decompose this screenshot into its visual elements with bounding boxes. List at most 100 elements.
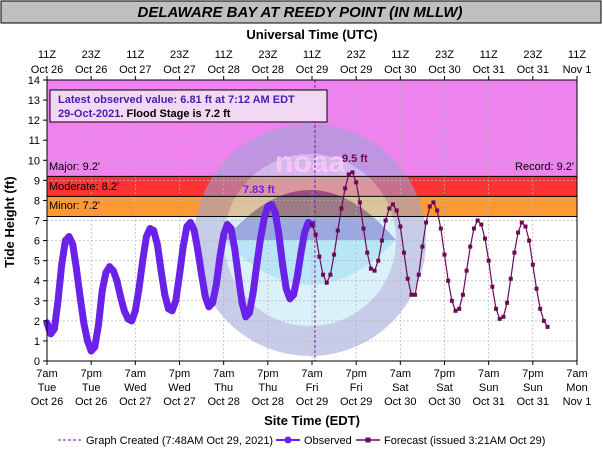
observed-point: [73, 265, 80, 273]
observed-point: [290, 291, 297, 299]
forecast-point: [313, 232, 318, 237]
forecast-point: [332, 252, 337, 257]
observed-point: [154, 241, 161, 248]
observed-point: [168, 307, 176, 315]
top-tick-label-time: 23Z: [170, 49, 189, 61]
forecast-point: [457, 306, 462, 311]
forecast-point: [398, 224, 403, 229]
bottom-tick-label: 7pm: [80, 368, 101, 380]
y-tick-label: 11: [29, 135, 40, 147]
bottom-tick-label: 7am: [36, 368, 57, 380]
grid: [46, 79, 578, 362]
observed-point: [102, 269, 110, 277]
bottom-tick-label: Tue: [38, 382, 57, 394]
observed-point: [176, 271, 183, 279]
info-flood-stage-text: . Flood Stage is 7.2 ft: [120, 108, 230, 120]
bottom-tick-label: 7am: [213, 368, 234, 380]
observed-point: [234, 273, 242, 281]
bottom-tick-label: 7pm: [169, 368, 190, 380]
observed-point: [209, 299, 217, 307]
y-tick-label: 1: [34, 336, 40, 348]
y-tick-label: 5: [34, 256, 40, 268]
forecast-point: [449, 298, 454, 303]
forecast-point: [482, 236, 487, 241]
forecast-point: [354, 180, 359, 185]
major-stage-label: Major: 9.2': [49, 161, 100, 173]
top-tick-label-time: 11Z: [126, 49, 144, 61]
observed-point: [301, 229, 309, 236]
observed-peak-label: 7.83 ft: [243, 184, 275, 196]
stage-lines: [47, 175, 577, 217]
forecast-point: [365, 250, 370, 255]
bottom-tick-label: 7pm: [257, 368, 278, 380]
forecast-point: [453, 308, 458, 313]
observed-point: [201, 293, 209, 301]
observed-point: [50, 325, 58, 333]
observed-point: [216, 253, 224, 261]
forecast-point: [324, 280, 329, 285]
bottom-tick-label: Mon: [566, 382, 587, 394]
bottom-tick-label: Oct 29: [296, 396, 328, 408]
top-tick-label-time: 11Z: [303, 49, 321, 61]
forecast-point: [435, 208, 440, 213]
observed-point: [139, 257, 147, 265]
forecast-point: [519, 220, 524, 225]
bottom-tick-label: Oct 27: [163, 396, 195, 408]
forecast-point: [490, 284, 495, 289]
forecast-point: [460, 292, 465, 297]
observed-point: [47, 330, 55, 338]
forecast-point: [343, 186, 348, 191]
forecast-point: [376, 258, 381, 263]
y-tick-label: 9: [34, 175, 40, 187]
observed-point: [275, 231, 283, 238]
top-tick-label-time: 23Z: [258, 49, 277, 61]
observed-point: [80, 319, 88, 327]
legend-observed-label: Observed: [304, 435, 352, 447]
legend-graph-created-label: Graph Created (7:48AM Oct 29, 2021): [86, 435, 273, 447]
observed-point: [65, 233, 73, 240]
top-tick-label-date: Oct 30: [384, 64, 416, 76]
observed-point: [212, 281, 220, 289]
top-tick-label-date: Oct 31: [517, 64, 549, 76]
bottom-tick-label: Sat: [436, 382, 453, 394]
top-axis-title: Universal Time (UTC): [246, 27, 377, 42]
forecast-point: [413, 292, 418, 297]
y-tick-label: 10: [28, 155, 40, 167]
info-flood-stage: 29-Oct-2021. Flood Stage is 7.2 ft: [58, 108, 231, 120]
info-date: 29-Oct-2021: [58, 108, 120, 120]
forecast-point: [402, 250, 407, 255]
y-tick-label: 0: [34, 356, 40, 368]
observed-point: [84, 337, 91, 345]
chart-title: DELAWARE BAY AT REEDY POINT (IN MLLW): [137, 4, 462, 21]
forecast-point: [438, 226, 443, 231]
watermark-bird-shape: [224, 190, 396, 240]
bottom-tick-label: Oct 29: [340, 396, 372, 408]
observed-point: [161, 291, 169, 299]
top-tick-label-date: Oct 27: [119, 64, 151, 76]
y-axis-title: Tide Height (ft): [2, 176, 17, 267]
forecast-point: [357, 200, 362, 205]
bottom-tick-label: Oct 31: [517, 396, 549, 408]
minor-stage-label: Minor: 7.2': [49, 200, 100, 212]
bottom-tick-label: Thu: [258, 382, 277, 394]
series-group: [43, 170, 550, 355]
observed-point: [179, 243, 187, 250]
bottom-tick-label: 7am: [390, 368, 411, 380]
forecast-point: [420, 244, 425, 249]
bottom-tick-label: 7am: [566, 368, 587, 380]
forecast-point: [468, 244, 473, 249]
forecast-point: [310, 222, 314, 227]
observed-point: [187, 219, 194, 226]
observed-point: [54, 297, 62, 305]
legend: Graph Created (7:48AM Oct 29, 2021) Obse…: [58, 435, 545, 447]
observed-point: [58, 261, 66, 269]
observed-point: [257, 235, 264, 242]
forecast-point: [530, 262, 535, 267]
bottom-tick-label: Oct 30: [384, 396, 416, 408]
bottom-axis-title: Site Time (EDT): [264, 413, 360, 428]
forecast-point: [346, 172, 351, 177]
top-tick-label-date: Oct 28: [207, 64, 239, 76]
observed-point: [238, 299, 246, 307]
forecast-point: [383, 218, 388, 223]
observed-point: [279, 261, 286, 269]
